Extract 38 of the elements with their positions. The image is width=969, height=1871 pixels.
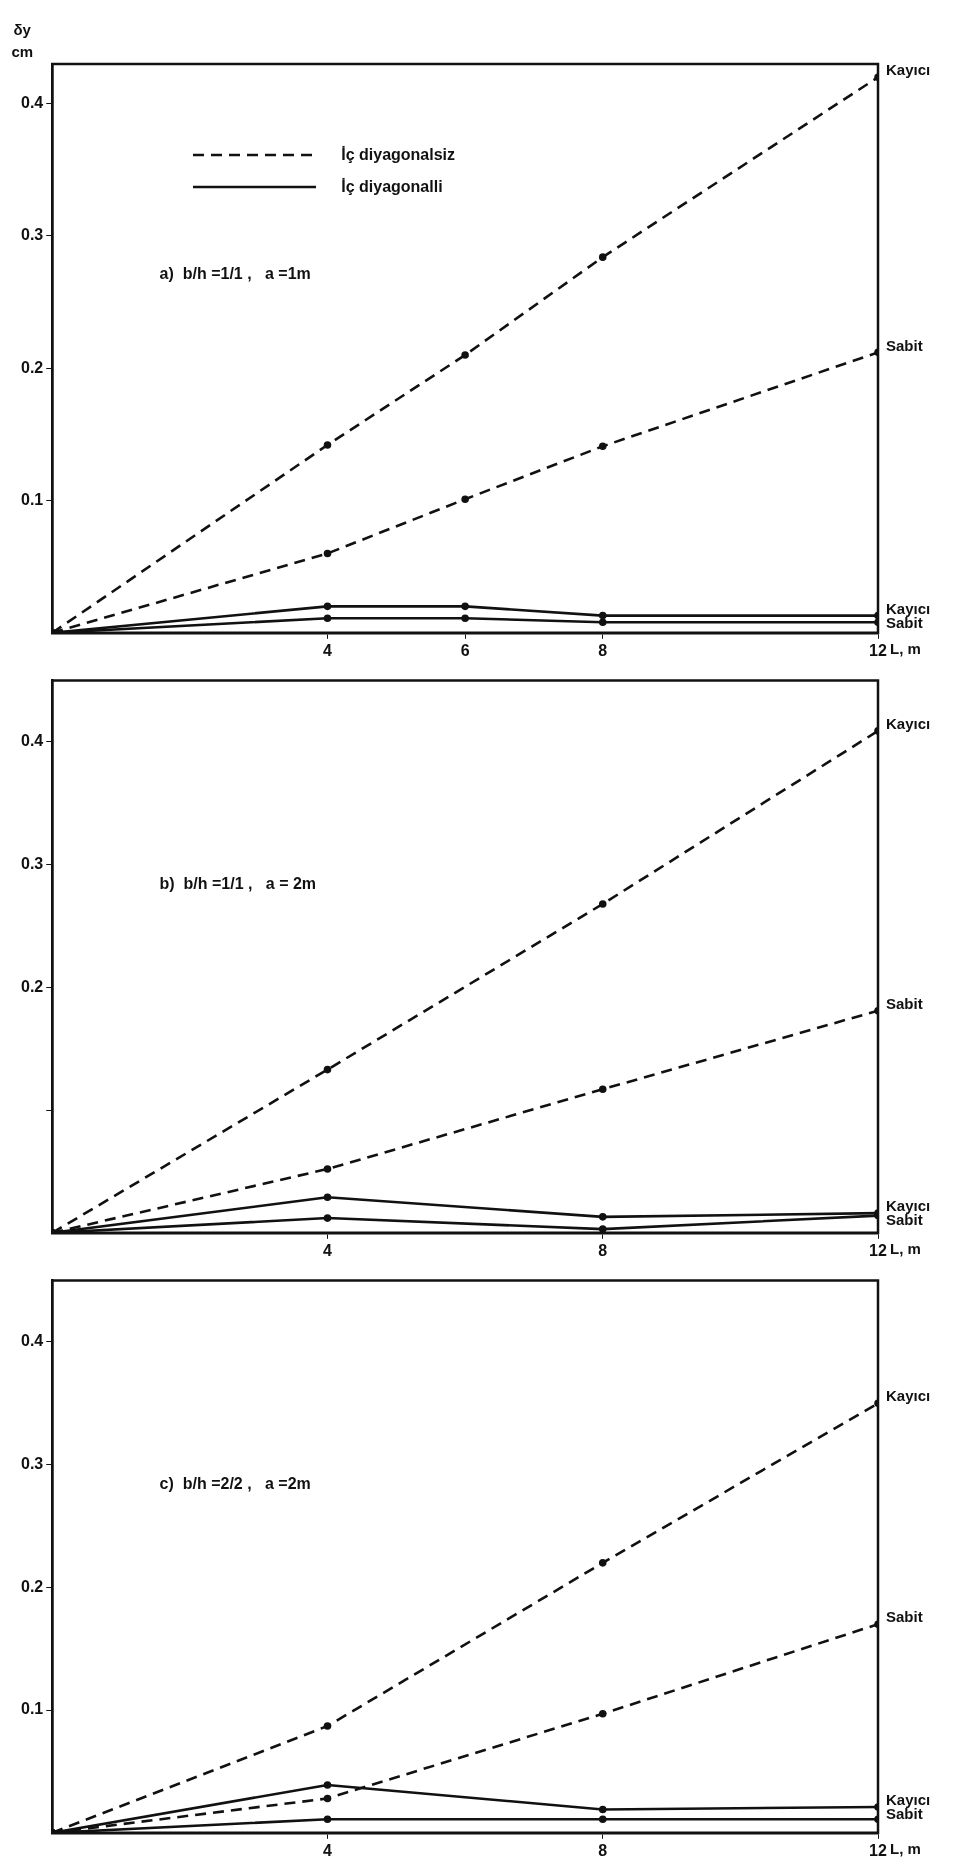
series-label: Sabit [886, 336, 923, 354]
series-label: Kayıcı [886, 1197, 931, 1215]
annotation: c) b/h =2/2 , a =2m [159, 1475, 311, 1493]
annotation: a) b/h =1/1 , a =1m [159, 264, 311, 282]
y-tick-label: 0.2 [20, 977, 44, 995]
x-tick-label: 12 [869, 1841, 887, 1859]
x-tick-label: 4 [323, 1241, 333, 1259]
x-tick-label: 8 [598, 641, 608, 659]
series-label: Kayıcı [886, 1791, 931, 1809]
x-tick-label: 6 [460, 641, 470, 659]
y-tick-label: 0.3 [20, 226, 44, 244]
x-axis-title: L, m [890, 1840, 921, 1858]
x-tick-label: 8 [598, 1241, 608, 1259]
x-axis-title: L, m [890, 640, 921, 658]
series-label: Kayıcı [886, 715, 931, 733]
x-tick-label: 8 [598, 1841, 608, 1859]
x-tick-label: 12 [869, 641, 887, 659]
annotation: İç diyagonalli [341, 178, 443, 196]
annotation: İç diyagonalsiz [341, 146, 456, 164]
series-label: Sabit [886, 1608, 923, 1626]
y-tick-label: 0.3 [20, 1455, 44, 1473]
series-label: Kayıcı [886, 1387, 931, 1405]
y-axis-title: δy cm [11, 20, 34, 60]
y-tick-label: 0.4 [20, 1332, 44, 1350]
annotation: b) b/h =1/1 , a = 2m [159, 875, 317, 893]
y-tick-label: 0.3 [20, 855, 44, 873]
y-tick-label: 0.2 [20, 1577, 44, 1595]
x-tick-label: 4 [323, 1841, 333, 1859]
x-tick-label: 4 [323, 641, 333, 659]
y-tick-label: 0.1 [20, 1700, 44, 1718]
x-tick-label: 12 [869, 1241, 887, 1259]
x-axis-title: L, m [890, 1240, 921, 1258]
series-label: Kayıcı [886, 61, 931, 79]
y-tick-label: 0.1 [20, 490, 44, 508]
y-tick-label: 0.4 [20, 732, 44, 750]
y-tick-label: 0.2 [20, 358, 44, 376]
series-label: Sabit [886, 994, 923, 1012]
y-tick-label: 0.4 [20, 94, 44, 112]
